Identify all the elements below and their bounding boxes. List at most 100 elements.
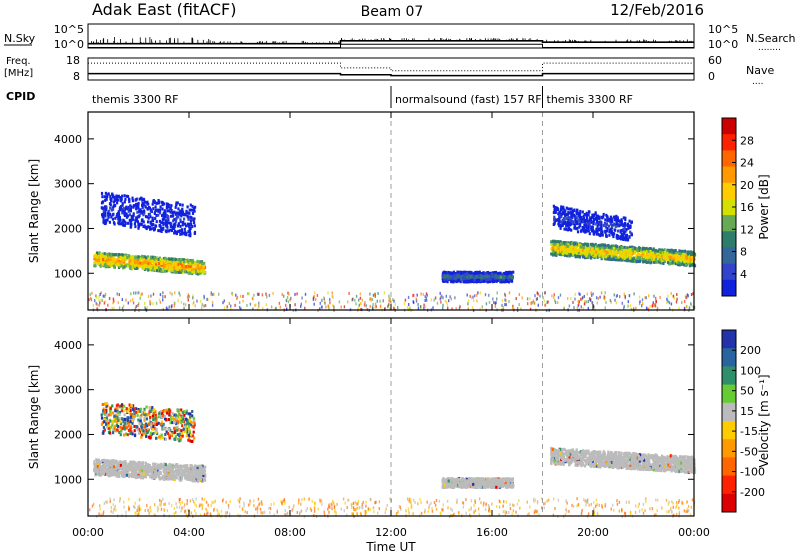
scatter-cell	[180, 300, 183, 304]
scatter-cell	[670, 302, 673, 306]
scatter-cell	[691, 251, 695, 255]
scatter-cell	[453, 277, 457, 281]
scatter-cell	[363, 303, 366, 307]
scatter-cell	[637, 248, 640, 252]
scatter-cell	[683, 306, 686, 310]
scatter-cell	[301, 296, 303, 300]
scatter-cell	[329, 301, 331, 305]
scatter-cell	[594, 211, 597, 215]
scatter-cell	[551, 294, 553, 298]
scatter-cell	[609, 257, 612, 261]
scatter-cell	[355, 294, 358, 298]
scatter-cell	[666, 301, 668, 305]
scatter-cell	[559, 223, 562, 227]
scatter-cell	[107, 260, 111, 264]
scatter-cell	[604, 306, 606, 310]
scatter-cell	[576, 230, 580, 234]
scatter-cell	[677, 260, 680, 264]
scatter-cell	[132, 261, 135, 265]
scatter-cell	[476, 299, 478, 303]
scatter-cell	[440, 294, 442, 298]
scatter-cell	[265, 292, 267, 296]
scatter-cell	[653, 303, 655, 307]
scatter-cell	[619, 230, 622, 234]
scatter-cell	[98, 294, 100, 298]
scatter-cell	[452, 280, 455, 284]
scatter-cell	[100, 206, 103, 210]
scatter-cell	[598, 216, 601, 220]
scatter-cell	[607, 257, 610, 261]
scatter-cell	[159, 300, 162, 304]
scatter-cell	[515, 297, 517, 301]
scatter-cell	[583, 302, 586, 306]
scatter-cell	[332, 303, 334, 307]
scatter-cell	[128, 208, 131, 212]
scatter-cell	[204, 304, 207, 307]
scatter-cell	[415, 299, 418, 303]
scatter-cell	[189, 262, 192, 266]
scatter-cell	[375, 305, 377, 309]
scatter-cell	[171, 292, 173, 296]
scatter-cell	[594, 217, 597, 221]
scatter-cell	[614, 256, 617, 259]
scatter-cell	[472, 299, 475, 303]
scatter-cell	[148, 206, 151, 210]
scatter-cell	[580, 245, 584, 249]
scatter-cell	[584, 224, 587, 228]
scatter-cell	[570, 207, 573, 211]
scatter-cell	[633, 307, 635, 311]
scatter-cell	[191, 471, 194, 475]
scatter-cell	[154, 261, 157, 265]
scatter-cell	[655, 300, 657, 304]
scatter-cell	[448, 299, 450, 303]
scatter-cell	[496, 297, 498, 301]
scatter-cell	[637, 253, 641, 257]
scatter-cell	[467, 307, 469, 311]
scatter-cell	[145, 227, 148, 231]
scatter-cell	[128, 206, 131, 210]
scatter-cell	[152, 292, 155, 296]
scatter-cell	[594, 242, 597, 246]
scatter-cell	[183, 302, 185, 306]
scatter-cell	[588, 297, 591, 301]
scatter-cell	[491, 272, 494, 276]
scatter-cell	[493, 271, 496, 275]
scatter-cell	[177, 299, 179, 303]
scatter-cell	[96, 303, 98, 306]
scatter-cell	[508, 291, 511, 295]
scatter-cell	[329, 298, 331, 302]
scatter-cell	[149, 208, 152, 212]
scatter-cell	[142, 220, 145, 224]
scatter-cell	[567, 243, 570, 247]
scatter-cell	[557, 212, 560, 216]
scatter-cell	[689, 257, 692, 261]
scatter-cell	[130, 216, 133, 220]
scatter-cell	[550, 243, 553, 247]
scatter-cell	[564, 213, 567, 217]
scatter-cell	[312, 298, 315, 302]
scatter-cell	[190, 267, 193, 271]
scatter-cell	[443, 270, 446, 274]
scatter-cell	[621, 253, 624, 256]
scatter-cell	[90, 298, 93, 302]
scatter-cell	[135, 205, 138, 208]
scatter-cell	[130, 225, 133, 229]
scatter-cell	[585, 226, 588, 230]
scatter-cell	[688, 251, 691, 255]
scatter-cell	[104, 263, 107, 266]
scatter-cell	[440, 300, 442, 304]
nave-tick-top: 60	[708, 54, 722, 67]
scatter-cell	[167, 307, 169, 311]
scatter-cell	[99, 264, 102, 268]
scatter-cell	[634, 255, 638, 259]
scatter-cell	[358, 298, 360, 302]
scatter-cell	[191, 211, 195, 215]
scatter-cell	[239, 305, 241, 309]
scatter-cell	[591, 251, 594, 255]
scatter-cell	[447, 306, 449, 310]
scatter-cell	[608, 217, 612, 221]
scatter-cell	[656, 252, 659, 256]
scatter-cell	[268, 293, 271, 297]
